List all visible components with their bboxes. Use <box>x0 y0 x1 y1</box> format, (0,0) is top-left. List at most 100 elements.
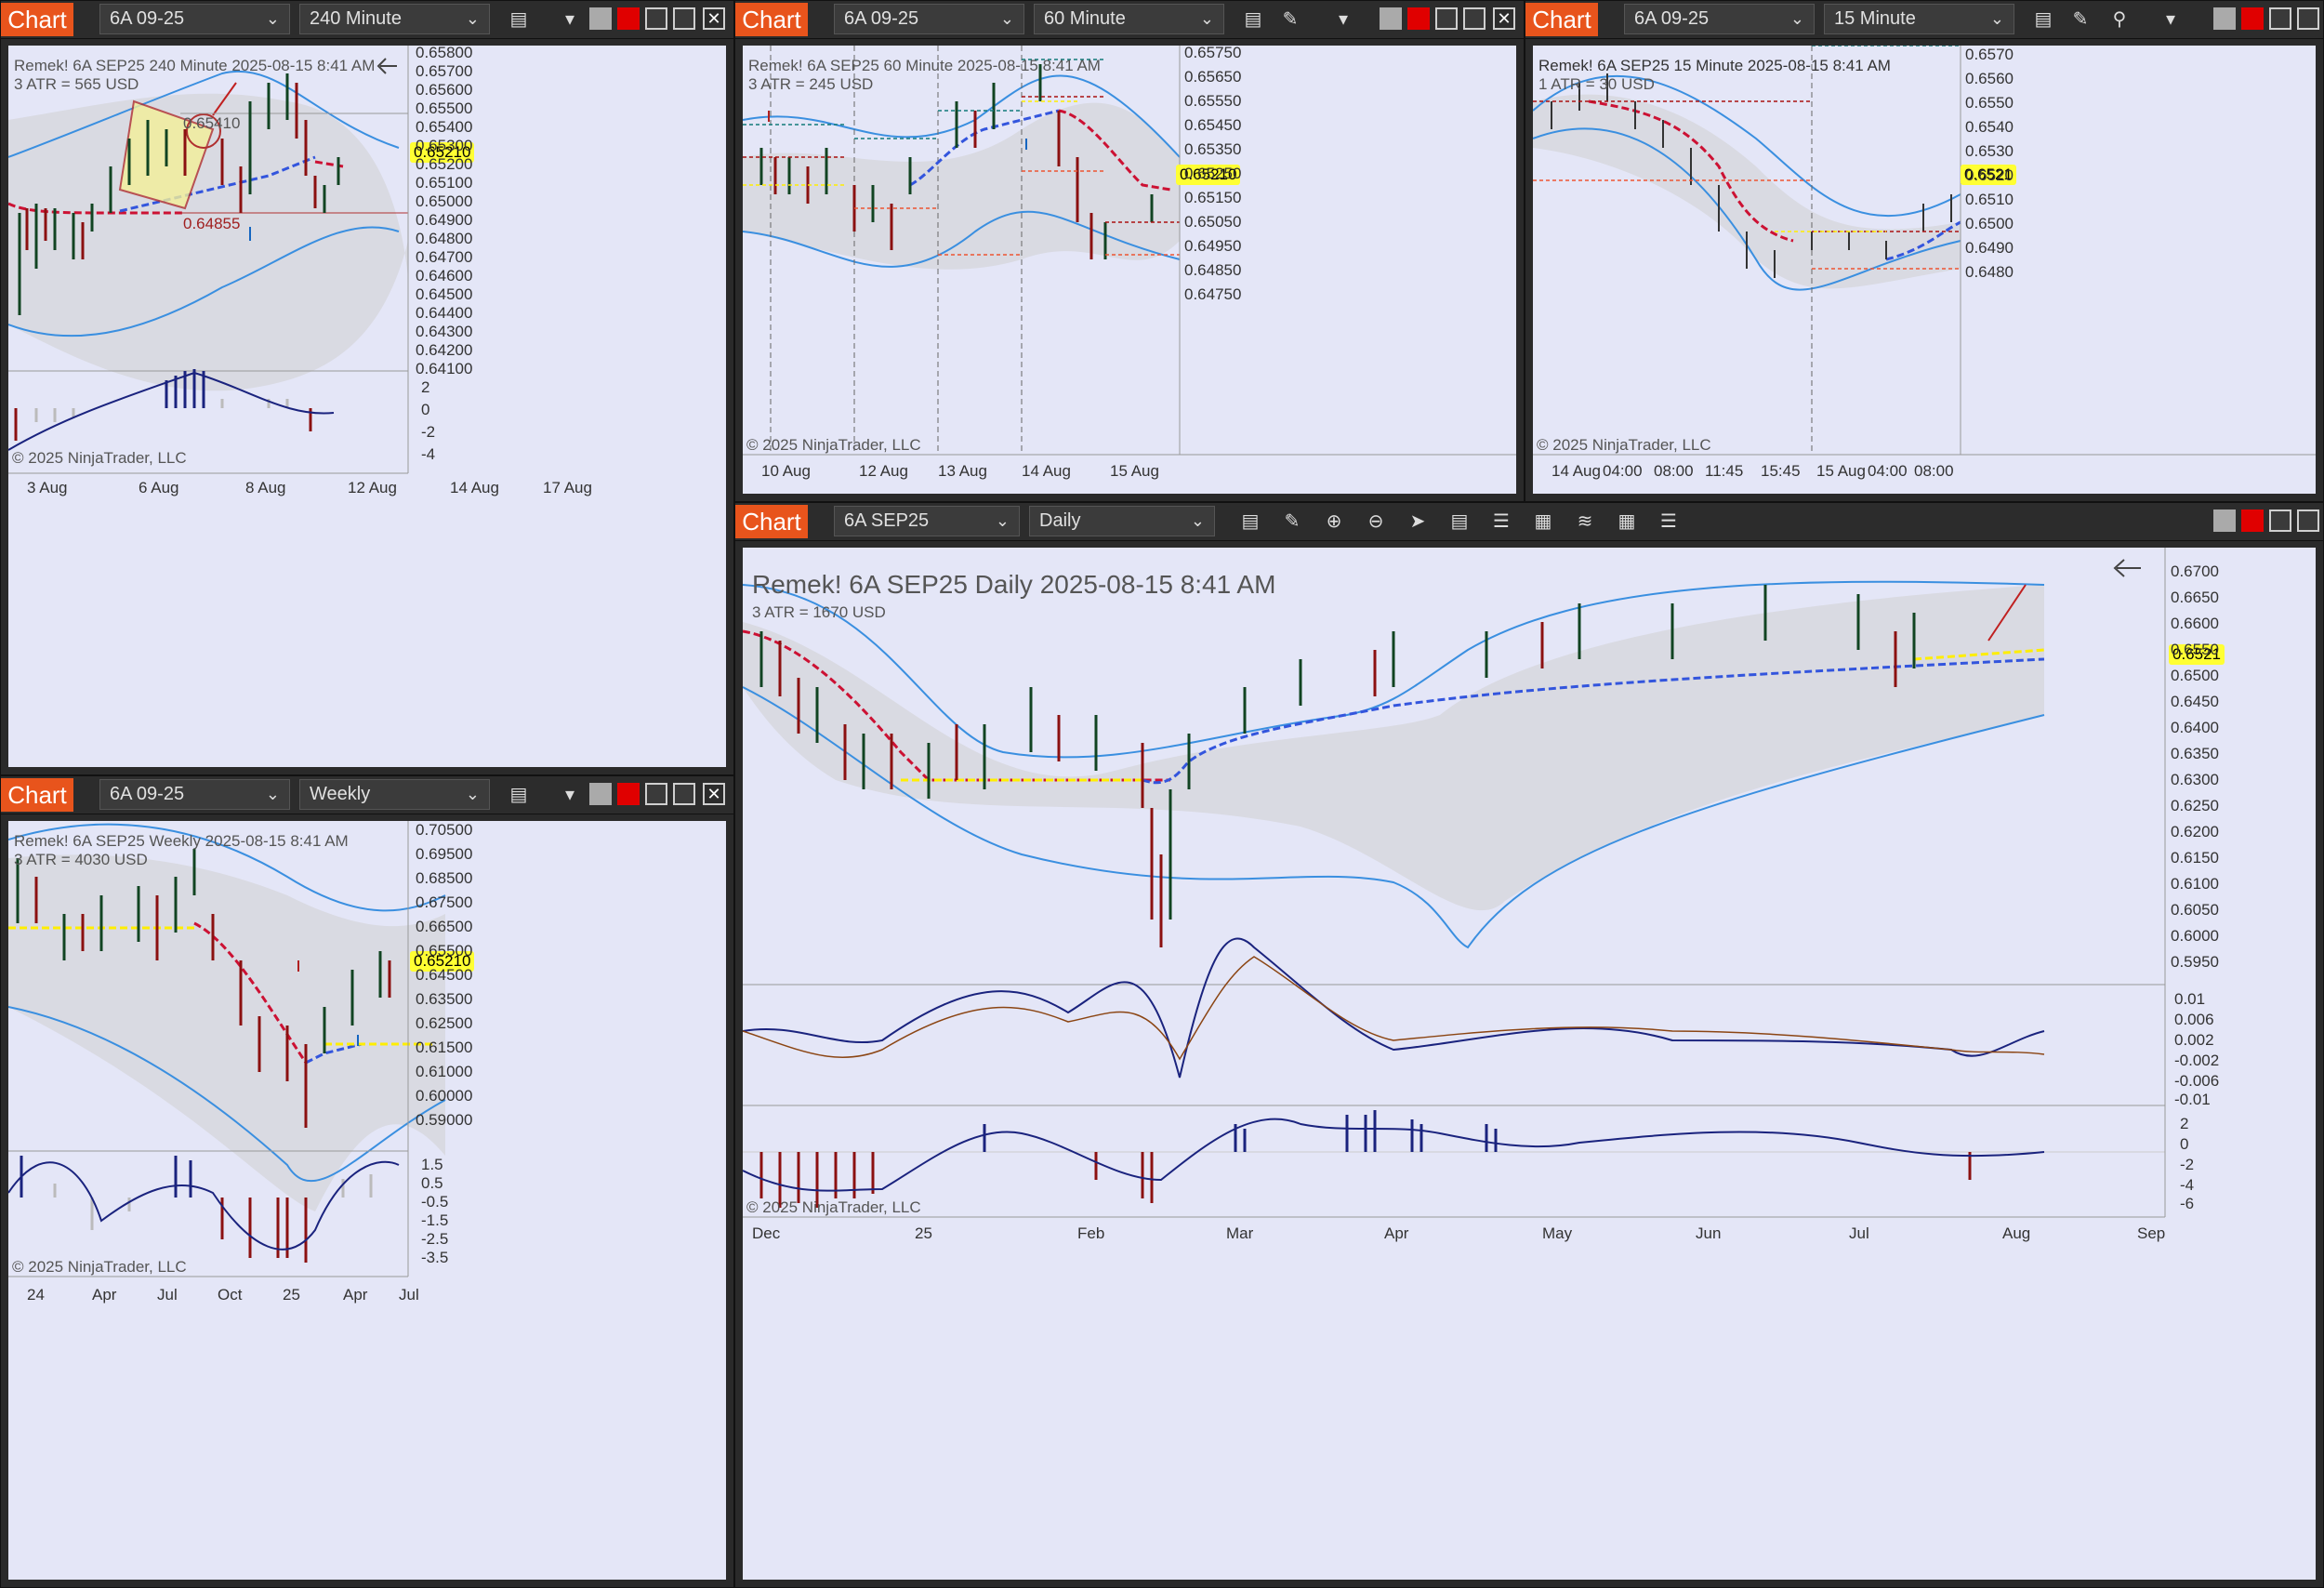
link-red-button[interactable] <box>2241 509 2264 532</box>
link-red-button[interactable] <box>1407 7 1430 30</box>
chart-panel[interactable]: Remek! 6A SEP25 Daily 2025-08-15 8:41 AM… <box>743 548 2316 1580</box>
price-axis[interactable]: 0.6700 0.6650 0.6600 0.6550 0.6500 0.645… <box>2171 548 2226 975</box>
chart-canvas <box>743 46 1516 456</box>
price-tick: 0.65600 <box>416 81 473 99</box>
price-axis[interactable]: 0.6570 0.6560 0.6550 0.6540 0.6530 0.652… <box>1965 46 2021 455</box>
back-arrow-icon[interactable] <box>376 58 397 74</box>
interval-selector[interactable]: 240 Minute ⌄ <box>299 4 490 34</box>
minimize-button[interactable] <box>645 783 667 805</box>
pencil-icon[interactable]: ✎ <box>1284 511 1301 532</box>
osc-tick: -1.5 <box>421 1211 449 1229</box>
magnifier-icon[interactable]: ⚲ <box>2112 9 2127 30</box>
templates-icon[interactable]: ▦ <box>1618 511 1636 532</box>
maximize-button[interactable] <box>1463 7 1486 30</box>
link-red-button[interactable] <box>617 7 640 30</box>
instrument-value: 6A 09-25 <box>110 8 185 29</box>
chart-menu-button[interactable]: Chart <box>1525 3 1598 36</box>
maximize-button[interactable] <box>2297 7 2319 30</box>
bar-chart-icon[interactable]: ▤ <box>1244 9 1262 30</box>
back-arrow-icon[interactable] <box>2113 559 2141 577</box>
price-tick: 0.64600 <box>416 267 473 285</box>
atr-label: 3 ATR = 4030 USD <box>14 851 148 868</box>
interval-selector[interactable]: 15 Minute ⌄ <box>1824 4 2014 34</box>
chart-panel[interactable]: Remek! 6A SEP25 15 Minute 2025-08-15 8:4… <box>1533 46 2316 494</box>
link-color-button[interactable] <box>589 7 612 30</box>
link-red-button[interactable] <box>617 783 640 805</box>
date-tick: Feb <box>1077 1224 1105 1242</box>
chevron-down-icon[interactable]: ▾ <box>2165 9 2176 30</box>
list-icon[interactable]: ☰ <box>1660 511 1677 532</box>
cursor-icon[interactable]: ➤ <box>1409 511 1426 532</box>
minimize-button[interactable] <box>645 7 667 30</box>
chart-menu-button[interactable]: Chart <box>735 505 808 538</box>
instrument-selector[interactable]: 6A 09-25 ⌄ <box>834 4 1024 34</box>
link-color-button[interactable] <box>2213 509 2236 532</box>
chart-window-60min: Chart 6A 09-25 ⌄ 60 Minute ⌄ ▤ ✎ ▾ ✕ <box>734 0 1525 502</box>
chevron-down-icon: ⌄ <box>995 511 1010 530</box>
price-tick: 0.6200 <box>2171 823 2219 840</box>
price-axis[interactable]: 0.70500 0.69500 0.68500 0.67500 0.66500 … <box>416 821 472 1156</box>
date-tick: 15:45 <box>1761 462 1801 480</box>
date-tick: 15 Aug <box>1110 462 1159 480</box>
osc-axis[interactable]: 1.5 0.5 -0.5 -1.5 -2.5 -3.5 <box>421 1156 468 1277</box>
close-button[interactable]: ✕ <box>703 7 725 30</box>
instrument-selector[interactable]: 6A 09-25 ⌄ <box>99 4 290 34</box>
chart-menu-button[interactable]: Chart <box>735 3 808 36</box>
properties-icon[interactable]: ☰ <box>1493 511 1510 532</box>
link-color-button[interactable] <box>1380 7 1402 30</box>
osc-tick: 0.5 <box>421 1174 443 1192</box>
chart-panel[interactable]: Remek! 6A SEP25 60 Minute 2025-08-15 8:4… <box>743 46 1516 494</box>
link-red-button[interactable] <box>2241 7 2264 30</box>
chart-menu-button[interactable]: Chart <box>1 3 73 36</box>
minimize-button[interactable] <box>2269 509 2291 532</box>
zoom-in-icon[interactable]: ⊕ <box>1326 511 1342 532</box>
date-tick: 12 Aug <box>348 479 397 496</box>
bar-chart-icon[interactable]: ▤ <box>509 785 528 805</box>
chart-panel[interactable]: Remek! 6A SEP25 240 Minute 2025-08-15 8:… <box>8 46 726 767</box>
link-color-button[interactable] <box>589 783 612 805</box>
instrument-selector[interactable]: 6A 09-25 ⌄ <box>99 779 290 810</box>
maximize-button[interactable] <box>673 783 695 805</box>
minimize-button[interactable] <box>2269 7 2291 30</box>
instrument-selector[interactable]: 6A 09-25 ⌄ <box>1624 4 1815 34</box>
chevron-down-icon[interactable]: ▾ <box>1338 9 1349 30</box>
close-button[interactable]: ✕ <box>703 783 725 805</box>
strategies-icon[interactable]: ≋ <box>1577 511 1593 532</box>
price-axis[interactable]: 0.65800 0.65700 0.65600 0.65500 0.65400 … <box>416 46 473 377</box>
chart-panel[interactable]: Remek! 6A SEP25 Weekly 2025-08-15 8:41 A… <box>8 821 726 1580</box>
pencil-icon[interactable]: ✎ <box>2072 9 2089 30</box>
price-tick: 0.65550 <box>1184 92 1242 110</box>
price-tick: 0.64950 <box>1184 237 1242 255</box>
interval-selector[interactable]: Daily ⌄ <box>1029 506 1215 536</box>
minimize-button[interactable] <box>1435 7 1458 30</box>
chart-window-15min: Chart 6A 09-25 ⌄ 15 Minute ⌄ ▤ ✎ ⚲ ▾ <box>1525 0 2324 502</box>
chevron-down-icon[interactable]: ▾ <box>564 785 575 805</box>
window-toolbar: Chart 6A SEP25 ⌄ Daily ⌄ ▤ ✎ ⊕ ⊖ ➤ ▤ ☰ ▦ ≋… <box>735 503 2323 541</box>
chart-window-weekly: Chart 6A 09-25 ⌄ Weekly ⌄ ▤ ▾ ✕ <box>0 775 734 1588</box>
close-button[interactable]: ✕ <box>1493 7 1515 30</box>
macd-axis[interactable]: 0.01 0.006 0.002 -0.002 -0.006 -0.01 <box>2174 985 2230 1108</box>
date-tick: Jun <box>1696 1224 1722 1242</box>
chart-menu-button[interactable]: Chart <box>1 778 73 812</box>
chevron-down-icon[interactable]: ▾ <box>564 9 575 30</box>
interval-selector[interactable]: 60 Minute ⌄ <box>1034 4 1224 34</box>
osc-axis[interactable]: 2 0 -2 -4 -6 <box>2180 1105 2226 1217</box>
macd-tick: -0.01 <box>2174 1091 2211 1108</box>
date-tick: Mar <box>1226 1224 1254 1242</box>
osc-tick: -4 <box>2180 1176 2195 1194</box>
maximize-button[interactable] <box>2297 509 2319 532</box>
maximize-button[interactable] <box>673 7 695 30</box>
atr-label: 3 ATR = 565 USD <box>14 75 139 93</box>
link-color-button[interactable] <box>2213 7 2236 30</box>
indicators-icon[interactable]: ▦ <box>1534 511 1552 532</box>
pencil-icon[interactable]: ✎ <box>1282 9 1299 30</box>
bar-chart-icon[interactable]: ▤ <box>1241 511 1260 532</box>
instrument-selector[interactable]: 6A SEP25 ⌄ <box>834 506 1020 536</box>
price-axis[interactable]: 0.65750 0.65650 0.65550 0.65450 0.65350 … <box>1184 46 1242 455</box>
interval-selector[interactable]: Weekly ⌄ <box>299 779 490 810</box>
data-box-icon[interactable]: ▤ <box>1450 511 1469 532</box>
bar-chart-icon[interactable]: ▤ <box>509 9 528 30</box>
bar-chart-icon[interactable]: ▤ <box>2034 9 2053 30</box>
zoom-out-icon[interactable]: ⊖ <box>1367 511 1384 532</box>
price-tick: 0.6570 <box>1965 46 2014 63</box>
